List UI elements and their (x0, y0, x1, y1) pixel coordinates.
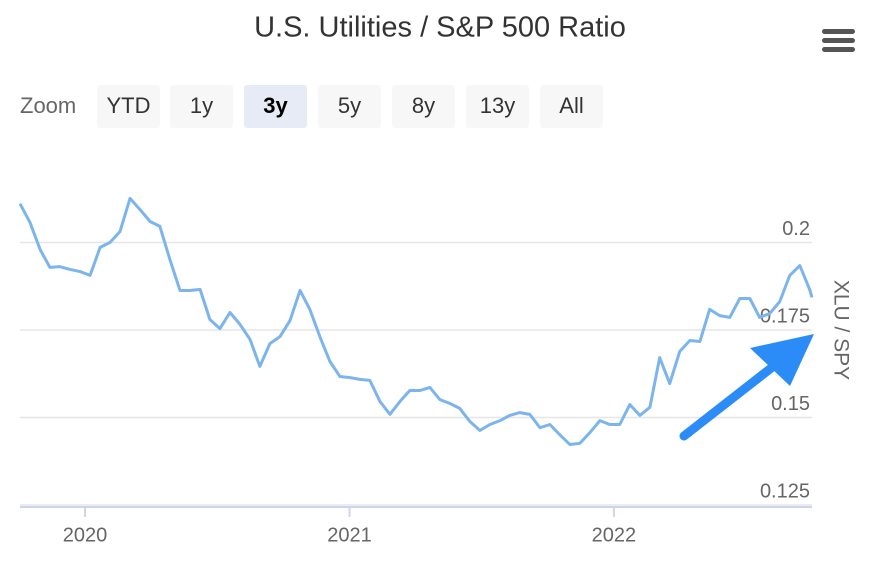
range-buttons: YTD 1y 3y 5y 8y 13y All (97, 85, 603, 128)
menu-bar (822, 29, 855, 34)
button-label[interactable]: 5y (338, 93, 361, 118)
y-axis-title: XLU / SPY (829, 280, 852, 380)
data-line (18, 196, 814, 446)
button-label[interactable]: 3y (263, 93, 288, 118)
chart-title: U.S. Utilities / S&P 500 Ratio (254, 12, 626, 44)
button-bg[interactable] (392, 85, 455, 128)
button-bg[interactable] (170, 85, 233, 128)
button-label[interactable]: YTD (107, 93, 151, 118)
range-button[interactable]: 1y (170, 85, 233, 128)
y-tick-label: 0.175 (760, 305, 810, 327)
menu-bar (822, 38, 855, 43)
button-bg[interactable] (540, 85, 603, 128)
button-label[interactable]: 8y (412, 93, 435, 118)
range-button[interactable]: 8y (392, 85, 455, 128)
button-label[interactable]: 1y (190, 93, 213, 118)
button-bg[interactable] (244, 85, 307, 128)
button-bg[interactable] (466, 85, 529, 128)
y-tick-label: 0.15 (771, 393, 810, 415)
annotation-arrow (679, 334, 814, 441)
menu-button[interactable] (820, 26, 856, 56)
y-tick-label: 0.125 (760, 480, 810, 502)
button-bg[interactable] (97, 85, 160, 128)
range-button[interactable]: 3y (244, 85, 307, 128)
arrow-shaft (679, 353, 789, 441)
x-tick-label: 2020 (63, 524, 108, 546)
button-bg[interactable] (318, 85, 381, 128)
zoom-label: Zoom (20, 93, 76, 118)
button-label[interactable]: 13y (480, 93, 515, 118)
range-button[interactable]: YTD (97, 85, 160, 128)
menu-bar (822, 47, 855, 52)
button-label[interactable]: All (559, 93, 583, 118)
x-tick-label: 2022 (592, 524, 637, 546)
range-button[interactable]: All (540, 85, 603, 128)
arrow-head (750, 334, 814, 386)
plot-area: 0.125 0.15 0.175 0.2 2020 2021 2022 (18, 196, 814, 546)
x-tick-label: 2021 (327, 524, 372, 546)
y-tick-label: 0.2 (782, 218, 810, 240)
range-button[interactable]: 13y (466, 85, 529, 128)
range-button[interactable]: 5y (318, 85, 381, 128)
